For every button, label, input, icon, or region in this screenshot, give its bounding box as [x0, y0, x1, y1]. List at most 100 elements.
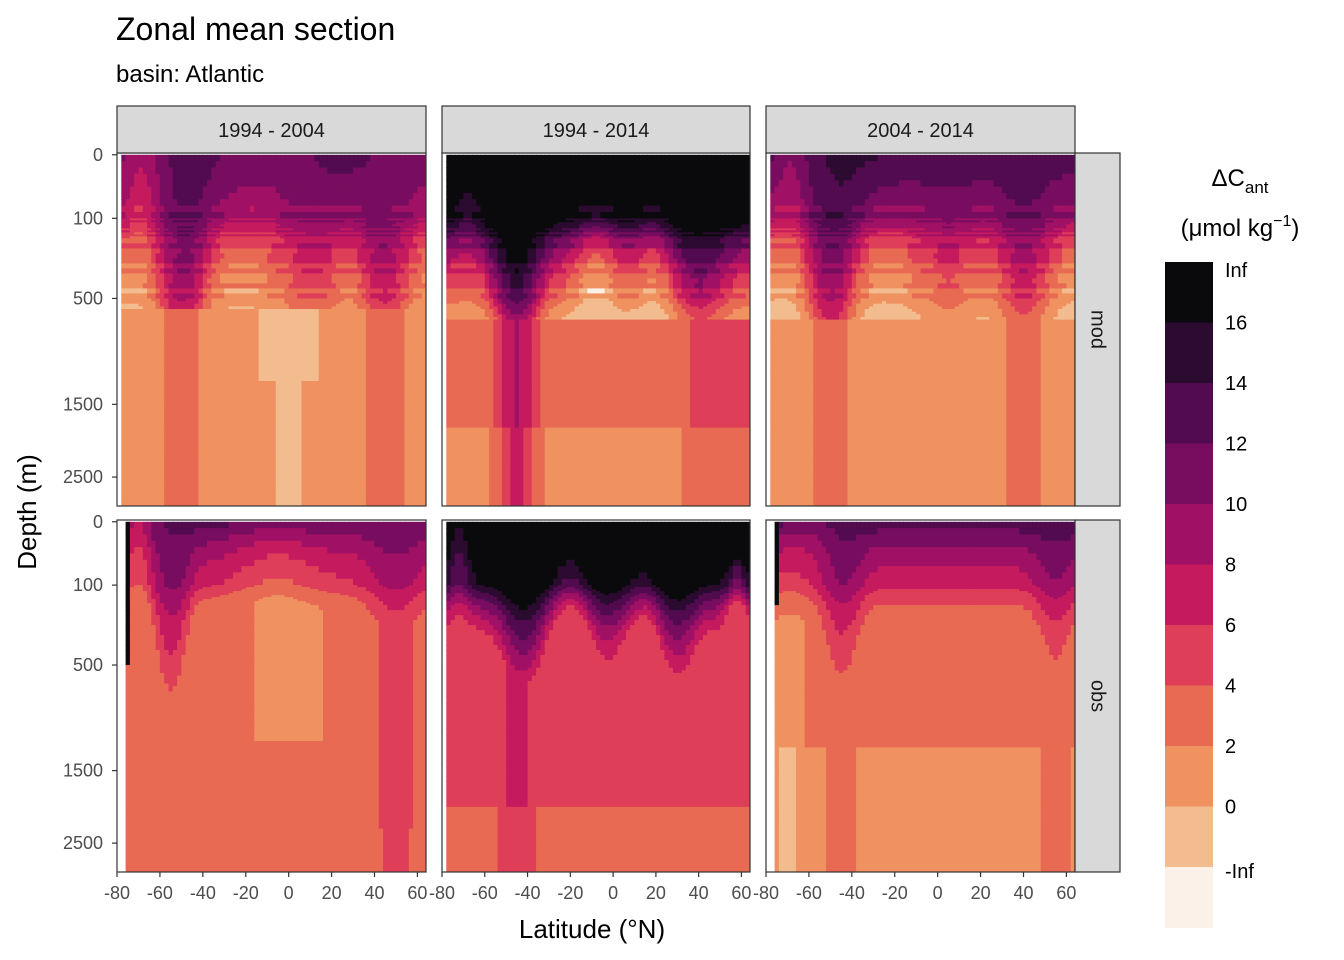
heat-cell	[280, 449, 285, 455]
heat-cell	[262, 314, 268, 318]
heat-cell	[198, 268, 204, 274]
heat-cell	[335, 481, 341, 486]
heat-cell	[151, 218, 157, 221]
heat-cell	[237, 236, 243, 239]
heat-cell	[361, 324, 367, 329]
heat-cell	[245, 466, 251, 472]
heat-cell	[365, 479, 371, 483]
heat-cell	[280, 224, 285, 227]
heat-cell	[310, 327, 315, 331]
heat-cell	[164, 288, 170, 294]
heat-cell	[327, 268, 333, 274]
heat-cell	[147, 154, 152, 162]
heat-cell	[181, 414, 187, 420]
heat-cell	[228, 466, 234, 472]
heat-cell	[310, 400, 315, 407]
heat-cell	[181, 319, 187, 323]
heat-cell	[284, 273, 290, 279]
heat-cell	[348, 283, 354, 289]
heat-cell	[142, 481, 148, 486]
heat-cell	[288, 349, 294, 357]
heat-cell	[361, 154, 367, 162]
heat-cell	[147, 393, 152, 401]
heat-cell	[241, 362, 247, 369]
heat-cell	[202, 400, 208, 407]
heat-cell	[198, 484, 204, 489]
heat-cell	[232, 445, 238, 451]
heat-cell	[224, 263, 230, 269]
heat-cell	[258, 499, 264, 503]
heat-cell	[194, 502, 200, 506]
heat-cell	[211, 230, 217, 233]
heat-cell	[258, 238, 264, 244]
heat-cell	[327, 490, 333, 495]
heat-cell	[159, 427, 165, 433]
heat-cell	[220, 440, 225, 446]
heat-cell	[271, 220, 277, 223]
heat-cell	[288, 288, 294, 294]
heat-cell	[331, 414, 337, 420]
heat-cell	[194, 278, 200, 284]
heat-cell	[335, 230, 341, 233]
heat-cell	[374, 222, 380, 225]
heat-cell	[301, 445, 307, 451]
heat-cell	[344, 309, 350, 313]
heat-cell	[181, 381, 187, 388]
heat-cell	[181, 374, 187, 382]
heat-cell	[267, 154, 273, 162]
heat-cell	[361, 487, 367, 492]
heat-cell	[237, 306, 243, 310]
heat-cell	[357, 330, 363, 338]
heat-cell	[202, 381, 208, 388]
heat-cell	[258, 418, 264, 424]
heat-cell	[134, 481, 140, 486]
heat-cell	[190, 484, 195, 489]
heat-cell	[194, 167, 200, 175]
heat-cell	[250, 243, 255, 249]
heat-cell	[335, 410, 341, 416]
heat-cell	[258, 414, 264, 420]
heat-cell	[190, 458, 195, 464]
heat-cell	[181, 336, 187, 344]
heat-cell	[155, 481, 161, 486]
heat-cell	[327, 362, 333, 369]
heat-cell	[314, 374, 320, 382]
heat-cell	[361, 490, 367, 495]
heat-cell	[172, 458, 178, 464]
heat-cell	[172, 436, 178, 442]
heat-cell	[241, 440, 247, 446]
heat-cell	[305, 238, 311, 244]
heat-cell	[215, 273, 221, 279]
heat-cell	[314, 322, 320, 326]
heat-cell	[168, 400, 174, 407]
heat-cell	[190, 236, 195, 239]
heat-cell	[323, 355, 328, 363]
heat-cell	[297, 481, 303, 486]
heat-cell	[365, 212, 371, 219]
heat-cell	[361, 234, 367, 237]
heat-cell	[344, 458, 350, 464]
heat-cell	[374, 368, 380, 376]
heat-cell	[250, 387, 255, 395]
heat-cell	[318, 232, 324, 235]
heat-cell	[353, 436, 358, 442]
heat-cell	[125, 288, 131, 294]
heat-cell	[185, 496, 191, 500]
heat-cell	[177, 362, 182, 369]
heat-cell	[271, 293, 277, 299]
heat-cell	[361, 349, 367, 357]
heat-cell	[267, 199, 273, 207]
heat-cell	[254, 278, 260, 284]
heat-cell	[228, 248, 234, 254]
heat-cell	[215, 502, 221, 506]
heat-cell	[361, 243, 367, 249]
heat-cell	[125, 273, 131, 279]
heat-cell	[348, 490, 354, 495]
heat-cell	[121, 336, 127, 344]
heat-cell	[177, 493, 182, 497]
heat-cell	[293, 445, 298, 451]
heat-cell	[293, 479, 298, 483]
heat-cell	[280, 314, 285, 318]
heat-cell	[284, 336, 290, 344]
heat-cell	[305, 427, 311, 433]
